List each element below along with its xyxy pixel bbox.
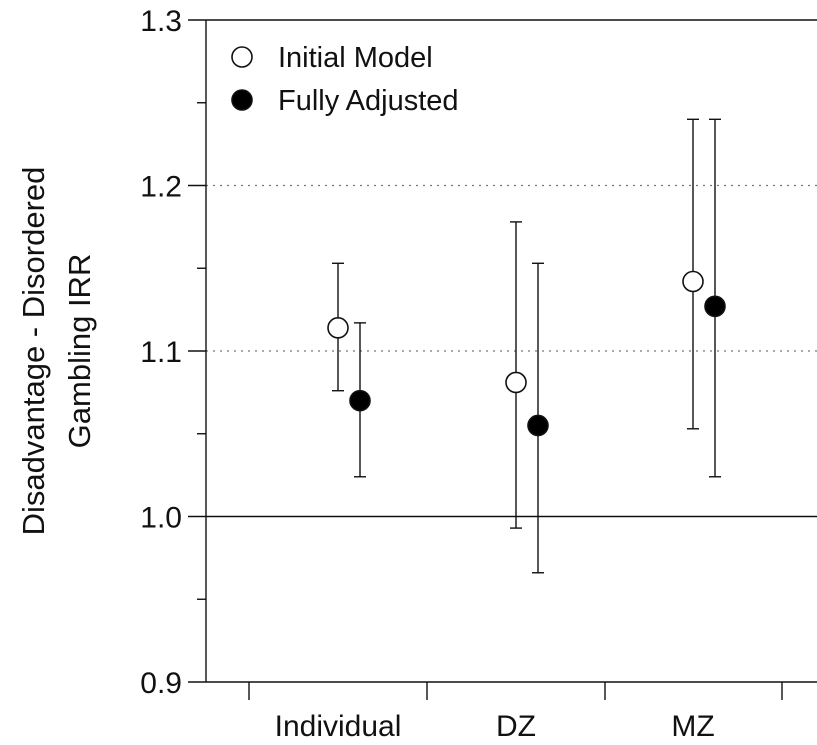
point-fully-adjusted-mz xyxy=(704,295,726,318)
y-tick-label-1-3: 1.3 xyxy=(140,5,182,38)
point-fully-adjusted-dz xyxy=(527,414,549,437)
x-tick-label-mz: MZ xyxy=(671,710,714,743)
point-initial-model-individual xyxy=(327,317,349,339)
point-initial-model-mz xyxy=(682,270,704,293)
y-tick-label-1-2: 1.2 xyxy=(140,171,182,204)
y-axis-title-line-1: Disadvantage - Disordered xyxy=(16,167,51,536)
point-initial-model-dz xyxy=(505,371,527,394)
grid-layer xyxy=(206,184,817,518)
point-fully-adjusted-individual xyxy=(349,389,371,412)
legend-marker-fully-adjusted xyxy=(231,89,253,111)
x-tick-label-individual: Individual xyxy=(275,710,402,743)
x-tick-label-dz: DZ xyxy=(496,710,536,743)
axis-layer: 0.9 1.0 1.1 1.2 1.3 Individual DZ MZ xyxy=(140,5,817,743)
legend-marker-initial-model xyxy=(231,46,253,68)
y-tick-label-1-1: 1.1 xyxy=(140,336,182,369)
legend-label-fully-adjusted: Fully Adjusted xyxy=(278,85,459,117)
y-axis-title-line-2: Gambling IRR xyxy=(62,254,97,449)
legend-label-initial-model: Initial Model xyxy=(278,42,433,74)
series-layer xyxy=(327,118,726,574)
y-tick-label-0-9: 0.9 xyxy=(140,667,182,700)
y-tick-label-1-0: 1.0 xyxy=(140,502,182,535)
legend: Initial Model Fully Adjusted xyxy=(231,42,459,117)
